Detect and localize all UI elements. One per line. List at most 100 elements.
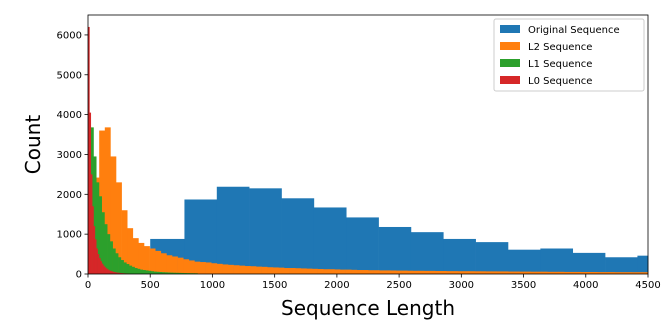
histogram-bar [272, 267, 279, 274]
histogram-bar [89, 112, 92, 275]
histogram-bar [216, 186, 250, 274]
x-tick-label: 0 [85, 280, 91, 291]
histogram-bar [463, 271, 470, 274]
histogram-bar [631, 272, 638, 274]
histogram-bar [491, 271, 498, 274]
histogram-bar [107, 234, 111, 274]
histogram-bar [99, 130, 106, 274]
y-axis-title: Count [21, 115, 45, 175]
x-tick-label: 3500 [511, 280, 536, 291]
histogram-bar [118, 257, 122, 274]
histogram-bar [605, 257, 638, 274]
x-tick-label: 3000 [449, 280, 474, 291]
histogram-bar [104, 127, 111, 275]
histogram-bar [468, 271, 475, 274]
histogram-bar [101, 212, 105, 274]
histogram-bar [107, 269, 109, 274]
histogram-bar [98, 196, 102, 274]
histogram-bar [123, 262, 127, 274]
histogram-bar [597, 272, 604, 274]
histogram-bar [519, 271, 526, 274]
histogram-bar [396, 270, 402, 274]
histogram-bar [435, 271, 442, 274]
histogram-bar [289, 268, 296, 274]
histogram-bar [167, 272, 171, 274]
histogram-bar [97, 254, 100, 274]
histogram-bar [552, 271, 559, 274]
histogram-bar [496, 271, 503, 274]
histogram-bar [116, 182, 122, 274]
histogram-bar [159, 272, 163, 274]
y-tick-label: 1000 [57, 230, 82, 241]
histogram-bar [608, 272, 615, 274]
histogram-bar [145, 270, 149, 274]
histogram-bar [368, 270, 374, 274]
histogram-bar [160, 253, 167, 274]
histogram-bar [637, 255, 649, 274]
x-tick-label: 4500 [635, 280, 660, 291]
series-1 [88, 127, 649, 275]
x-tick-label: 2500 [386, 280, 411, 291]
y-tick-label: 0 [76, 270, 82, 281]
histogram-bar [156, 271, 160, 274]
histogram-bar [452, 271, 458, 274]
series-0 [150, 186, 649, 274]
histogram-bar [378, 226, 412, 274]
histogram-bar [129, 265, 133, 274]
histogram-bar [98, 258, 101, 274]
histogram-bar [580, 272, 587, 274]
legend-box [493, 18, 645, 92]
histogram-bar [181, 272, 185, 274]
histogram-bar [323, 269, 330, 274]
histogram-bar [424, 270, 430, 274]
histogram-bar [188, 260, 195, 274]
histogram-bar [603, 272, 610, 274]
histogram-bar [194, 261, 201, 274]
histogram-bar [178, 272, 182, 274]
histogram-bar [148, 270, 152, 274]
histogram-bar [281, 198, 315, 274]
histogram-bar [109, 241, 113, 274]
histogram-bar [284, 268, 290, 274]
histogram-bar [429, 270, 436, 274]
histogram-bar [334, 269, 341, 274]
histogram-bar [183, 273, 187, 274]
x-tick-label: 4000 [573, 280, 598, 291]
histogram-bar [313, 207, 347, 274]
histogram-bar [502, 271, 509, 274]
histogram-bar [244, 266, 251, 274]
x-axis: 0 500 1000 1500 2000 2500 3000 3500 4000 4500 [85, 274, 661, 291]
x-tick-label: 2000 [324, 280, 349, 291]
histogram-bar [109, 270, 112, 274]
histogram-bar [614, 272, 621, 274]
histogram-bar [541, 271, 548, 274]
histogram-bar [172, 256, 178, 274]
histogram-bar [110, 156, 117, 274]
y-tick-label: 6000 [57, 30, 82, 41]
legend-label: Original Sequence [528, 25, 620, 36]
histogram-bar [216, 263, 223, 274]
histogram-bar [513, 271, 520, 274]
histogram-bar [346, 217, 379, 274]
axes-frame [87, 14, 649, 275]
histogram-bar [317, 269, 324, 274]
histogram-bar [93, 226, 96, 274]
histogram-bar [642, 272, 649, 274]
histogram-bar [390, 270, 397, 274]
histogram-bar [328, 269, 335, 274]
histogram-bar [547, 271, 554, 274]
histogram-bar [379, 270, 386, 274]
histogram-bar [222, 264, 229, 274]
histogram-bar [120, 273, 123, 274]
histogram-bar [300, 268, 307, 274]
histogram-bar [457, 271, 464, 274]
histogram-bar [183, 259, 190, 274]
histogram-bar [295, 268, 302, 274]
histogram-bar [278, 267, 285, 274]
histogram-bar [175, 272, 179, 274]
histogram-bar [186, 273, 190, 274]
histogram-bar [114, 272, 116, 274]
x-tick-label: 1000 [200, 280, 225, 291]
histogram-bar [170, 272, 174, 274]
